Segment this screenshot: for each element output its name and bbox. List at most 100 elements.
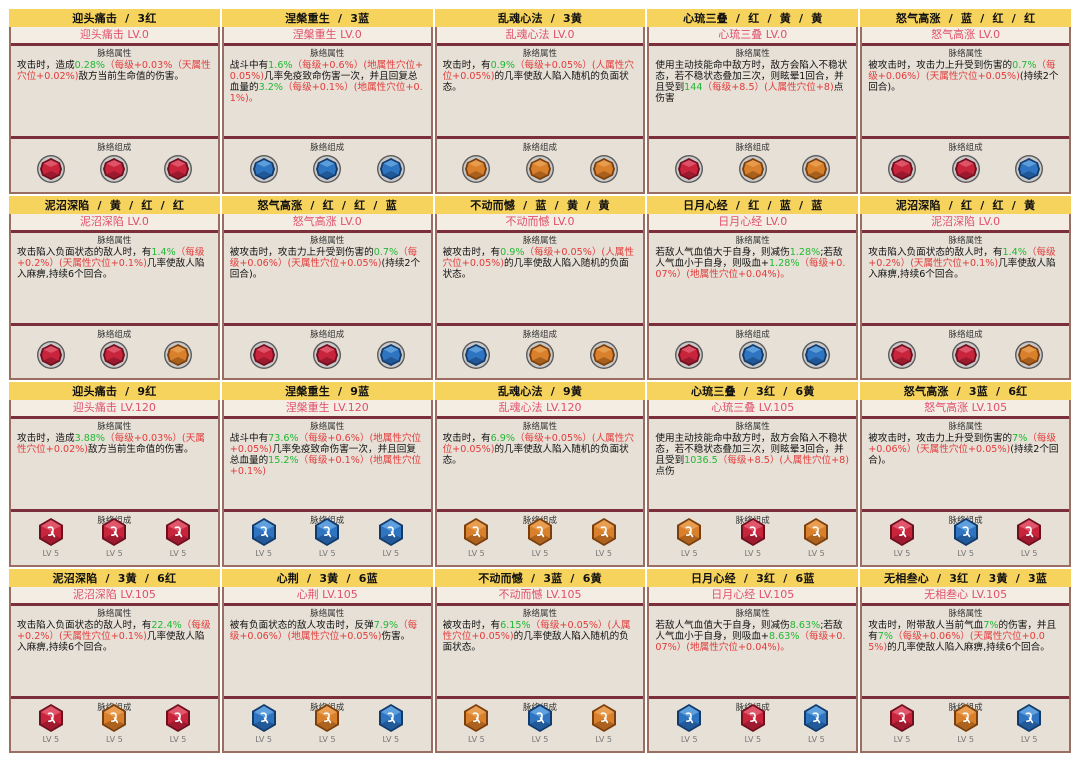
gem-slot[interactable]: LV 5	[584, 517, 624, 559]
gem-slot[interactable]: LV 5	[669, 703, 709, 745]
gem-slot[interactable]	[31, 154, 71, 184]
value-highlight: 3.88%	[74, 433, 106, 444]
gem-slot[interactable]	[520, 340, 560, 370]
gem-slot[interactable]	[1009, 154, 1049, 184]
gem-slot[interactable]: LV 5	[456, 703, 496, 745]
attribute-section: 脉络属性 被攻击时，有0.9%（每级+0.05%）(人属性穴位+0.05%)的几率…	[437, 233, 644, 323]
skill-card: 日月心经 / 红 / 蓝 / 蓝日月心经 LV.0 脉络属性 若敌人气血值大于自身，…	[647, 195, 859, 380]
red-gem-icon	[163, 154, 192, 183]
gem-slot[interactable]	[796, 154, 836, 184]
gem-slot[interactable]	[158, 340, 198, 370]
gem-slot[interactable]: LV 5	[158, 517, 198, 559]
gem-slot[interactable]: LV 5	[244, 517, 284, 559]
composition-section-label: 脉络组成	[310, 143, 345, 153]
attribute-description: 被攻击时，攻击力上升受到伤害的7%（每级+0.06%）(天属性穴位+0.05%)…	[868, 433, 1063, 466]
gem-slot[interactable]	[796, 340, 836, 370]
gem-slot[interactable]: LV 5	[31, 517, 71, 559]
gem-slot[interactable]	[946, 154, 986, 184]
gem-slot[interactable]	[94, 154, 134, 184]
description-text: 被有负面状态的敌人攻击时，反弹	[229, 619, 374, 631]
gem-slot[interactable]	[456, 340, 496, 370]
gem-slot[interactable]: LV 5	[1009, 517, 1049, 559]
gem-slot[interactable]: LV 5	[371, 517, 411, 559]
gem-slot[interactable]: LV 5	[733, 703, 773, 745]
gem-slot[interactable]: LV 5	[94, 703, 134, 745]
gem-slot[interactable]: LV 5	[94, 517, 134, 559]
card-header: 心琉三叠 / 3红 / 6黄	[647, 382, 859, 400]
composition-section: 脉络组成	[437, 139, 644, 192]
gem-slot[interactable]	[946, 340, 986, 370]
gem-slot[interactable]: LV 5	[733, 517, 773, 559]
scaling-note: （每级+0.05%）(人属性穴位+0.05%)	[442, 433, 634, 455]
gem-slot[interactable]	[520, 154, 560, 184]
skill-card: 怒气高涨 / 3蓝 / 6红 怒气高涨 LV.105 脉络属性 被攻击时，攻击力上升受…	[860, 382, 1071, 567]
gem-slot[interactable]	[244, 154, 284, 184]
gem-slot[interactable]	[669, 154, 709, 184]
gem-slot[interactable]	[733, 154, 773, 184]
gem-slot[interactable]: LV 5	[371, 703, 411, 745]
section-divider	[649, 136, 857, 139]
gem-slot[interactable]	[584, 340, 624, 370]
gem-slot[interactable]	[882, 340, 922, 370]
gem-slot[interactable]: LV 5	[1009, 703, 1049, 745]
gem-level-label: LV 5	[957, 735, 974, 744]
gem-slot[interactable]: LV 5	[946, 703, 986, 745]
attribute-description: 被攻击时，攻击力上升受到伤害的0.7%（每级+0.06%）(天属性穴位+0.05…	[868, 60, 1063, 93]
description-text: 的几率使敌人陷入随机的负面状态。	[442, 630, 629, 653]
gem-slot[interactable]: LV 5	[882, 517, 922, 559]
attribute-description: 被攻击时，有6.15%（每级+0.05%）(人属性穴位+0.05%)的几率使敌人…	[443, 620, 638, 653]
gem-slot[interactable]: LV 5	[244, 703, 284, 745]
scaling-note: （每级+8.5）(人属性穴位+8)	[702, 82, 834, 93]
gem-slot[interactable]	[307, 154, 347, 184]
gem-row: LV 5 LV 5 LV 5	[862, 517, 1069, 559]
gem-slot[interactable]	[158, 154, 198, 184]
gem-slot[interactable]: LV 5	[158, 703, 198, 745]
gem-slot[interactable]: LV 5	[307, 517, 347, 559]
gem-slot[interactable]	[31, 340, 71, 370]
gem-slot[interactable]: LV 5	[520, 703, 560, 745]
description-text: 被攻击时，攻击力上升受到伤害的	[868, 60, 1013, 71]
value-highlight: 7.9%	[373, 619, 399, 631]
gem-slot[interactable]: LV 5	[946, 517, 986, 559]
blue-gem-icon	[804, 704, 829, 732]
gem-slot[interactable]: LV 5	[882, 703, 922, 745]
gem-slot[interactable]: LV 5	[307, 703, 347, 745]
gem-slot[interactable]: LV 5	[31, 703, 71, 745]
gem-slot[interactable]	[307, 340, 347, 370]
value-highlight: 1.6%	[268, 60, 293, 71]
attribute-description: 战斗中有73.6%（每级+0.6%）(地属性穴位+0.05%)几率免疫致命伤害一…	[230, 433, 425, 477]
gem-slot[interactable]	[244, 340, 284, 370]
yellow-gem-icon	[464, 704, 489, 732]
card-panel: 心琉三叠 LV.0 脉络属性 使用主动技能命中敌方时，敌方会陷入不稳状态，若不稳状态…	[647, 27, 859, 194]
gem-slot[interactable]	[1009, 340, 1049, 370]
attribute-description: 攻击时，附带敌人当前气血7%的伤害，并且有7%（每级+0.06%）(天属性穴位+…	[868, 620, 1063, 653]
gem-slot[interactable]: LV 5	[456, 517, 496, 559]
value-highlight: 1036.5	[684, 455, 718, 466]
gem-slot[interactable]	[733, 340, 773, 370]
gem-level-label: LV 5	[957, 548, 974, 558]
blue-gem-icon	[738, 341, 767, 369]
gem-slot[interactable]: LV 5	[520, 517, 560, 559]
gem-slot[interactable]	[371, 340, 411, 370]
yellow-gem-icon	[102, 704, 127, 732]
gem-slot[interactable]: LV 5	[796, 703, 836, 745]
gem-level-label: LV 5	[595, 735, 612, 744]
gem-slot[interactable]	[669, 340, 709, 370]
gem-slot[interactable]: LV 5	[669, 517, 709, 559]
card-panel: 心荆 LV.105 脉络属性 被有负面状态的敌人攻击时，反弹7.9%（每级+0.06…	[221, 586, 433, 753]
composition-section: 脉络组成	[862, 139, 1069, 192]
skill-level-title: 心荆 LV.105	[223, 586, 431, 606]
gem-slot[interactable]	[584, 154, 624, 184]
gem-slot[interactable]	[882, 154, 922, 184]
gem-slot[interactable]	[371, 154, 411, 184]
gem-slot[interactable]: LV 5	[796, 517, 836, 559]
section-divider	[436, 136, 644, 139]
attribute-section-label: 脉络属性	[735, 49, 770, 59]
card-header: 不动而憾 / 3蓝 / 6黄	[434, 568, 646, 587]
gem-slot[interactable]: LV 5	[584, 703, 624, 745]
red-gem-icon	[249, 341, 278, 369]
gem-slot[interactable]	[94, 340, 134, 370]
gem-slot[interactable]	[456, 154, 496, 184]
red-gem-icon	[165, 704, 190, 732]
skill-card: 日月心经 / 3红 / 6蓝 日月心经 LV.105 脉络属性 若敌人气血值大于自身，…	[647, 568, 859, 753]
